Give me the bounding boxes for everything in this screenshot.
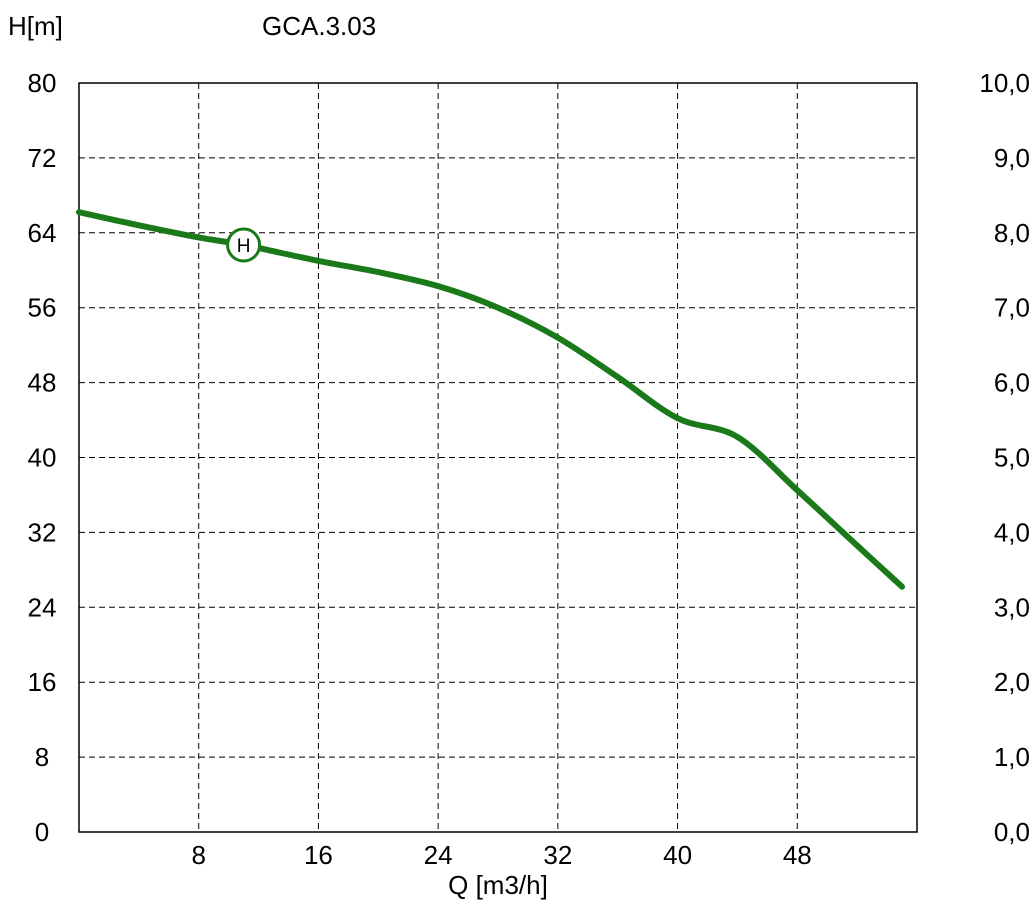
y2-tick-label: 8,0 xyxy=(994,218,1030,248)
y-tick-label: 0 xyxy=(35,817,49,847)
y-tick-label: 72 xyxy=(28,143,57,173)
series-line-h xyxy=(76,209,906,590)
chart-title: GCA.3.03 xyxy=(262,11,376,41)
y2-tick-label: 6,0 xyxy=(994,368,1030,398)
y-axis-ticks: 0 8 16 24 32 40 48 56 64 72 80 xyxy=(28,68,57,847)
y2-tick-label: 10,0 xyxy=(979,68,1030,98)
series-group: H xyxy=(76,209,906,590)
x-tick-label: 24 xyxy=(424,840,453,870)
y2-tick-label: 4,0 xyxy=(994,517,1030,547)
x-tick-label: 8 xyxy=(191,840,205,870)
y-tick-label: 40 xyxy=(28,443,57,473)
x-tick-label: 16 xyxy=(304,840,333,870)
x-axis-label: Q [m3/h] xyxy=(448,870,548,900)
plot-area xyxy=(78,82,918,833)
y2-tick-label: 5,0 xyxy=(994,443,1030,473)
y-tick-label: 64 xyxy=(28,218,57,248)
y-tick-label: 32 xyxy=(28,517,57,547)
curve-marker-label: H xyxy=(237,236,251,257)
y2-tick-label: 0,0 xyxy=(994,817,1030,847)
grid xyxy=(79,83,917,832)
y2-tick-label: 9,0 xyxy=(994,143,1030,173)
y2-tick-label: 3,0 xyxy=(994,592,1030,622)
y-tick-label: 56 xyxy=(28,293,57,323)
curve-marker-circle xyxy=(226,227,262,263)
y-tick-label: 48 xyxy=(28,368,57,398)
x-tick-label: 32 xyxy=(543,840,572,870)
y-axis-label: H[m] xyxy=(8,11,63,41)
y-tick-label: 16 xyxy=(28,667,57,697)
x-tick-label: 40 xyxy=(663,840,692,870)
y2-tick-label: 7,0 xyxy=(994,293,1030,323)
x-tick-label: 48 xyxy=(783,840,812,870)
y-tick-label: 8 xyxy=(35,742,49,772)
y2-tick-label: 1,0 xyxy=(994,742,1030,772)
y2-axis-ticks: 0,0 1,0 2,0 3,0 4,0 5,0 6,0 7,0 8,0 9,0 10,0 xyxy=(979,68,1030,847)
y2-tick-label: 2,0 xyxy=(994,667,1030,697)
y-tick-label: 24 xyxy=(28,592,57,622)
y-tick-label: 80 xyxy=(28,68,57,98)
x-axis-ticks: 8 16 24 32 40 48 xyxy=(191,840,811,870)
